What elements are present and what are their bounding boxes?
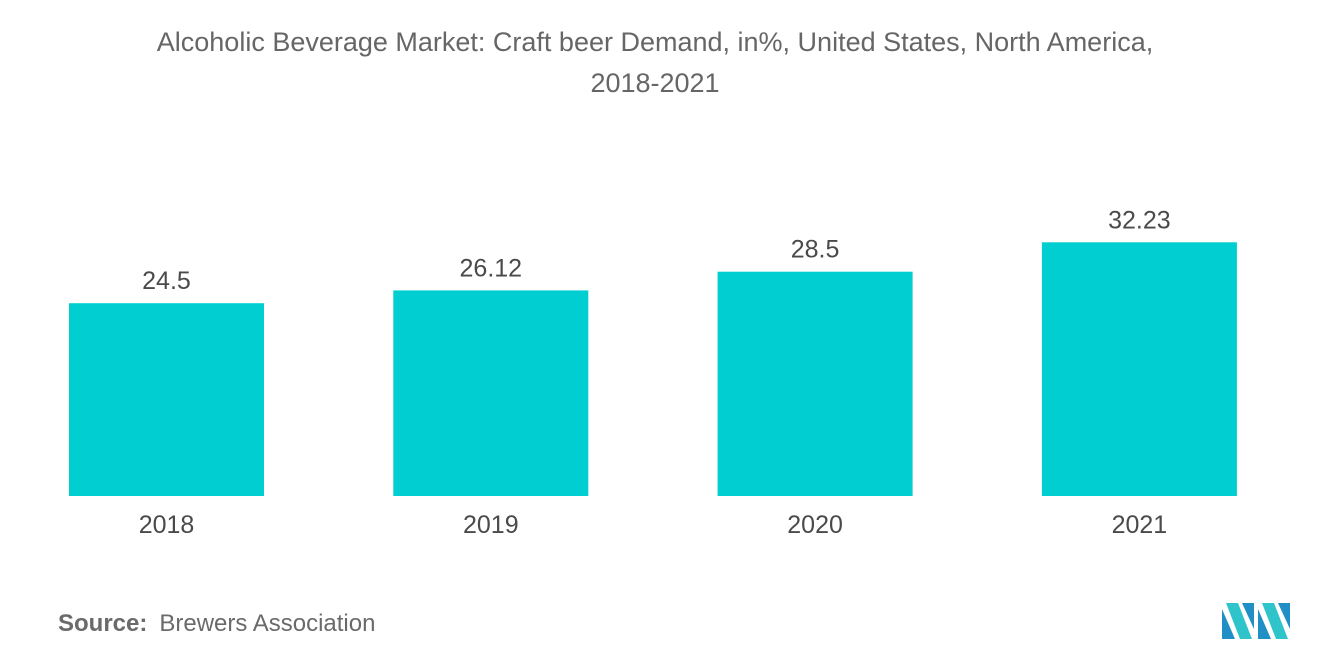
value-label-2020: 28.5 bbox=[791, 236, 840, 264]
value-label-2018: 24.5 bbox=[142, 267, 191, 295]
value-label-2019: 26.12 bbox=[460, 254, 523, 282]
bars-group bbox=[69, 242, 1237, 496]
source-label: Source: bbox=[58, 610, 148, 637]
bar-2019 bbox=[393, 290, 589, 496]
bar-2018 bbox=[69, 303, 264, 496]
chart-subtitle: 2018-2021 bbox=[590, 68, 720, 98]
bar-chart: 24.5 26.12 28.5 32.23 2018 2019 2020 2021 bbox=[69, 206, 1237, 539]
x-tick-label-2018: 2018 bbox=[139, 511, 195, 539]
value-label-2021: 32.23 bbox=[1108, 206, 1171, 234]
bar-2021 bbox=[1041, 242, 1237, 496]
chart-title-block: Alcoholic Beverage Market: Craft beer De… bbox=[0, 22, 1310, 104]
x-tick-labels-group: 2018 2019 2020 2021 bbox=[139, 511, 1168, 539]
bar-2020 bbox=[717, 271, 913, 496]
source-note: Source: Brewers Association bbox=[58, 610, 375, 638]
source-text: Brewers Association bbox=[159, 610, 376, 637]
x-tick-label-2019: 2019 bbox=[463, 511, 519, 539]
chart-title: Alcoholic Beverage Market: Craft beer De… bbox=[156, 27, 1154, 57]
value-labels-group: 24.5 26.12 28.5 32.23 bbox=[142, 206, 1171, 295]
x-tick-label-2021: 2021 bbox=[1112, 511, 1168, 539]
brand-logo-icon bbox=[1222, 603, 1290, 639]
x-tick-label-2020: 2020 bbox=[787, 511, 843, 539]
